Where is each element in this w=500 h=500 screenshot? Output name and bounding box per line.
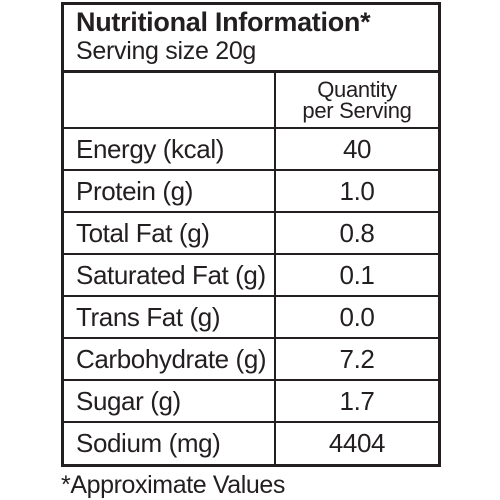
nutrient-value: 0.0 (275, 295, 438, 338)
label-title: Nutritional Information* (76, 7, 371, 37)
table-row: Protein (g) 1.0 (64, 169, 438, 212)
quantity-column-header: Quantity per Serving (275, 73, 438, 128)
label-header: Nutritional Information* Serving size 20… (64, 5, 438, 73)
nutrient-name: Energy (kcal) (64, 127, 276, 170)
table-row: Energy (kcal) 40 (64, 127, 438, 170)
nutrient-value: 4404 (275, 421, 438, 464)
table-row: Sugar (g) 1.7 (64, 379, 438, 422)
nutrition-table-box: Nutritional Information* Serving size 20… (61, 2, 441, 467)
table-row: Saturated Fat (g) 0.1 (64, 253, 438, 296)
table-row: Total Fat (g) 0.8 (64, 211, 438, 254)
nutrient-name: Protein (g) (64, 169, 276, 212)
nutrient-name: Saturated Fat (g) (64, 253, 276, 296)
serving-size: Serving size 20g (76, 37, 257, 65)
nutrient-table: Quantity per Serving Energy (kcal) 40 Pr… (64, 73, 438, 464)
nutrient-value: 0.1 (275, 253, 438, 296)
nutrient-name: Total Fat (g) (64, 211, 276, 254)
nutrient-value: 0.8 (275, 211, 438, 254)
nutrient-name: Sodium (mg) (64, 421, 276, 464)
footnote: *Approximate Values (61, 471, 286, 499)
nutrition-label: Nutritional Information* Serving size 20… (61, 2, 441, 500)
quantity-header-line1: Quantity (317, 77, 397, 102)
table-row: Carbohydrate (g) 7.2 (64, 337, 438, 380)
table-row: Trans Fat (g) 0.0 (64, 295, 438, 338)
nutrient-name: Carbohydrate (g) (64, 337, 276, 380)
nutrient-value: 1.7 (275, 379, 438, 422)
table-row: Sodium (mg) 4404 (64, 421, 438, 464)
nutrient-value: 40 (275, 127, 438, 170)
table-header-row: Quantity per Serving (64, 73, 438, 128)
nutrient-value: 7.2 (275, 337, 438, 380)
nutrient-name: Sugar (g) (64, 379, 276, 422)
nutrient-value: 1.0 (275, 169, 438, 212)
nutrient-column-header (64, 73, 276, 128)
quantity-header-line2: per Serving (302, 98, 412, 123)
nutrient-name: Trans Fat (g) (64, 295, 276, 338)
